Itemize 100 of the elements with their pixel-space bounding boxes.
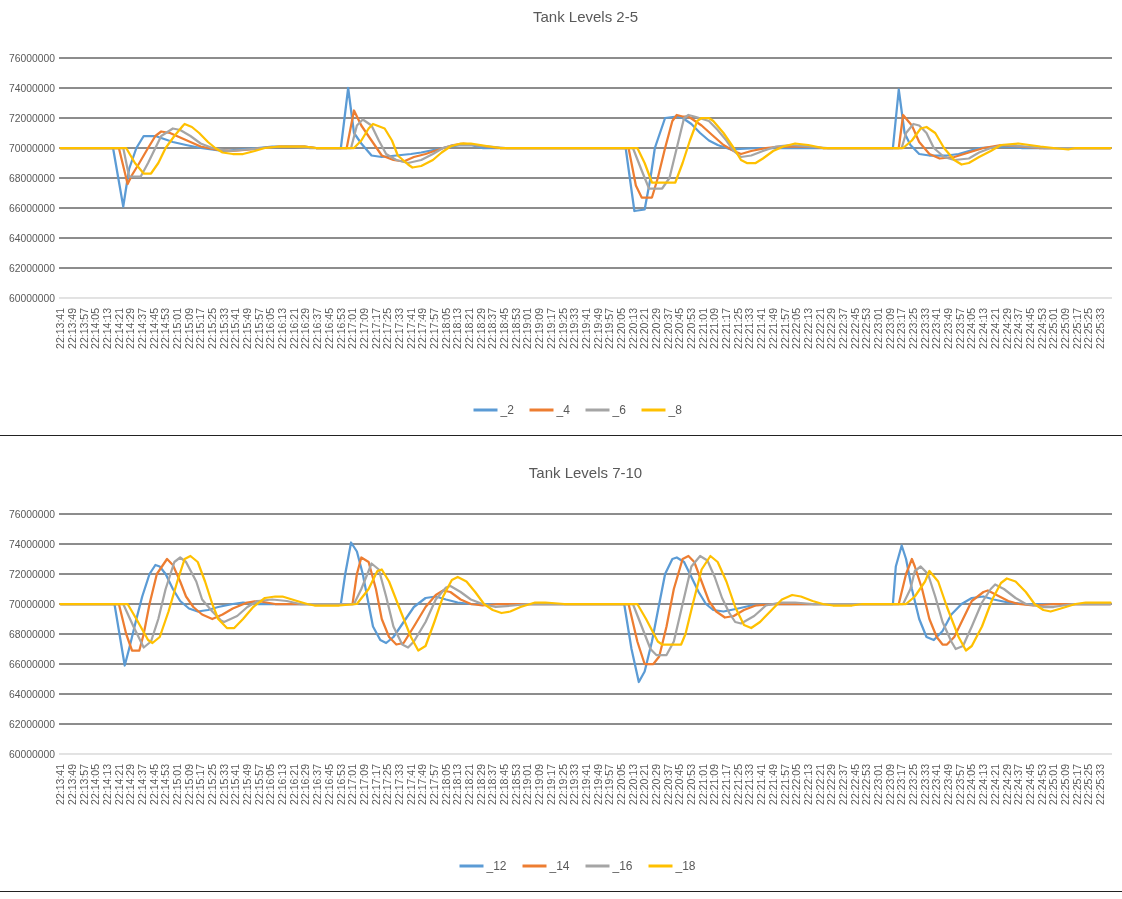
x-tick-label: 22:15:17 [194,763,207,805]
x-tick-label: 22:22:37 [836,763,849,805]
x-tick-label: 22:16:13 [276,307,289,349]
x-tick-label: 22:20:37 [661,763,674,805]
x-tick-label: 22:14:13 [100,763,113,805]
x-tick-label: 22:19:33 [568,307,581,349]
x-tick-label: 22:16:05 [264,763,277,805]
x-tick-label: 22:19:33 [568,763,581,805]
x-tick-label: 22:24:29 [1000,307,1013,349]
x-tick-label: 22:18:13 [451,763,464,805]
y-tick-label: 68000000 [9,627,58,640]
x-tick-label: 22:23:09 [883,307,896,349]
legend-label: _12 [485,859,507,874]
x-tick-label: 22:14:37 [135,763,148,805]
y-tick-label: 70000000 [9,141,58,154]
y-tick-label: 76000000 [9,507,58,520]
x-tick-label: 22:24:05 [965,307,978,349]
x-tick-label: 22:20:45 [673,307,686,349]
x-tick-label: 22:18:21 [463,307,476,349]
x-tick-label: 22:20:13 [626,763,639,805]
x-tick-label: 22:24:37 [1012,307,1025,349]
x-tick-label: 22:23:57 [953,763,966,805]
x-tick-label: 22:23:57 [953,307,966,349]
chart-title: Tank Levels 7-10 [528,464,643,481]
x-tick-label: 22:15:01 [170,307,183,349]
x-tick-label: 22:20:05 [614,307,627,349]
x-tick-label: 22:25:01 [1047,763,1060,805]
x-tick-label: 22:19:09 [533,763,546,805]
x-tick-label: 22:16:45 [322,307,335,349]
x-tick-label: 22:22:29 [825,307,838,349]
y-tick-label: 68000000 [9,171,58,184]
x-tick-label: 22:17:01 [346,307,359,349]
x-tick-label: 22:20:29 [650,307,662,349]
x-tick-label: 22:17:17 [369,763,382,805]
x-tick-label: 22:17:33 [392,763,405,805]
x-tick-label: 22:19:25 [556,307,569,349]
x-tick-label: 22:16:53 [334,307,347,349]
x-tick-label: 22:21:01 [696,307,709,349]
y-tick-label: 64000000 [9,687,58,700]
x-tick-label: 22:22:29 [825,763,838,805]
x-tick-label: 22:15:25 [205,307,218,349]
x-tick-label: 22:15:41 [229,763,242,805]
x-tick-label: 22:22:13 [801,307,814,349]
x-tick-label: 22:20:53 [685,763,698,805]
x-tick-label: 22:15:33 [217,763,230,805]
x-tick-label: 22:19:17 [544,763,557,805]
x-tick-label: 22:17:01 [346,763,359,805]
x-tick-label: 22:19:01 [521,307,534,349]
legend-label: _2 [499,403,515,418]
x-tick-label: 22:21:01 [696,763,709,805]
x-tick-label: 22:18:05 [439,763,452,805]
x-tick-label: 22:17:25 [381,307,394,349]
x-tick-label: 22:20:37 [661,307,674,349]
x-tick-label: 22:15:09 [182,307,195,349]
y-tick-label: 72000000 [9,567,58,580]
x-tick-label: 22:23:17 [895,763,908,805]
x-tick-label: 22:19:49 [591,763,604,805]
x-tick-label: 22:21:33 [743,307,756,349]
x-tick-label: 22:17:49 [416,763,429,805]
x-tick-label: 22:21:41 [755,307,768,349]
x-tick-label: 22:24:53 [1035,763,1048,805]
x-tick-label: 22:16:29 [299,763,312,805]
x-tick-label: 22:21:49 [766,763,779,805]
x-tick-label: 22:16:37 [311,307,324,349]
x-tick-label: 22:19:01 [521,763,534,805]
x-tick-label: 22:24:29 [1000,763,1013,805]
x-tick-label: 22:25:33 [1093,307,1106,349]
x-tick-label: 22:13:57 [77,763,90,805]
x-tick-label: 22:19:17 [544,307,557,349]
y-tick-label: 72000000 [9,111,58,124]
x-tick-label: 22:22:05 [790,763,803,805]
x-tick-label: 22:25:25 [1082,763,1095,805]
x-tick-label: 22:14:53 [159,307,172,349]
x-tick-label: 22:21:49 [766,307,779,349]
legend-label: _14 [548,859,570,874]
x-tick-label: 22:25:25 [1082,307,1095,349]
x-tick-label: 22:15:17 [194,307,207,349]
x-tick-label: 22:21:17 [720,763,733,805]
x-tick-label: 22:21:33 [743,763,756,805]
y-tick-label: 76000000 [9,51,58,64]
x-tick-label: 22:22:37 [836,307,849,349]
x-tick-label: 22:13:57 [77,307,90,349]
x-tick-label: 22:18:45 [498,307,511,349]
x-tick-label: 22:19:49 [591,307,604,349]
x-tick-label: 22:23:01 [871,307,884,349]
x-tick-label: 22:17:25 [381,763,394,805]
x-tick-label: 22:24:05 [965,763,978,805]
x-tick-label: 22:20:29 [650,763,662,805]
x-tick-label: 22:21:25 [731,307,744,349]
x-tick-label: 22:19:41 [579,763,592,805]
x-tick-label: 22:15:49 [241,763,254,805]
x-tick-label: 22:22:53 [860,763,873,805]
x-tick-label: 22:16:45 [322,763,335,805]
x-tick-label: 22:19:57 [603,763,616,805]
x-tick-label: 22:23:01 [871,763,884,805]
x-tick-label: 22:18:53 [509,307,522,349]
x-tick-label: 22:19:57 [603,307,616,349]
x-tick-label: 22:17:57 [428,763,441,805]
x-tick-label: 22:18:21 [463,763,476,805]
x-tick-label: 22:14:45 [147,763,160,805]
